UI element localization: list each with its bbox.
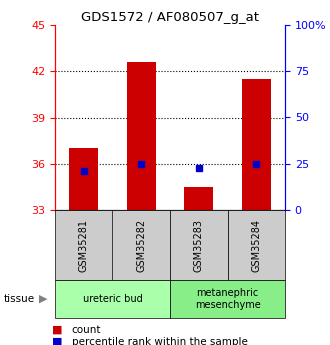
Bar bbox=[184, 187, 213, 210]
Text: ureteric bud: ureteric bud bbox=[82, 294, 142, 304]
Text: GSM35283: GSM35283 bbox=[194, 218, 204, 272]
Text: GSM35281: GSM35281 bbox=[79, 218, 89, 272]
Text: count: count bbox=[72, 325, 101, 335]
Title: GDS1572 / AF080507_g_at: GDS1572 / AF080507_g_at bbox=[81, 11, 259, 24]
Text: ■: ■ bbox=[52, 337, 62, 345]
Text: tissue: tissue bbox=[3, 294, 34, 304]
Text: ▶: ▶ bbox=[39, 294, 47, 304]
Bar bbox=[242, 79, 271, 210]
Text: metanephric
mesenchyme: metanephric mesenchyme bbox=[195, 288, 260, 310]
Bar bbox=[69, 148, 98, 210]
Text: GSM35282: GSM35282 bbox=[136, 218, 146, 272]
Text: ■: ■ bbox=[52, 325, 62, 335]
Text: percentile rank within the sample: percentile rank within the sample bbox=[72, 337, 248, 345]
Bar bbox=[127, 62, 156, 210]
Text: GSM35284: GSM35284 bbox=[251, 218, 261, 272]
